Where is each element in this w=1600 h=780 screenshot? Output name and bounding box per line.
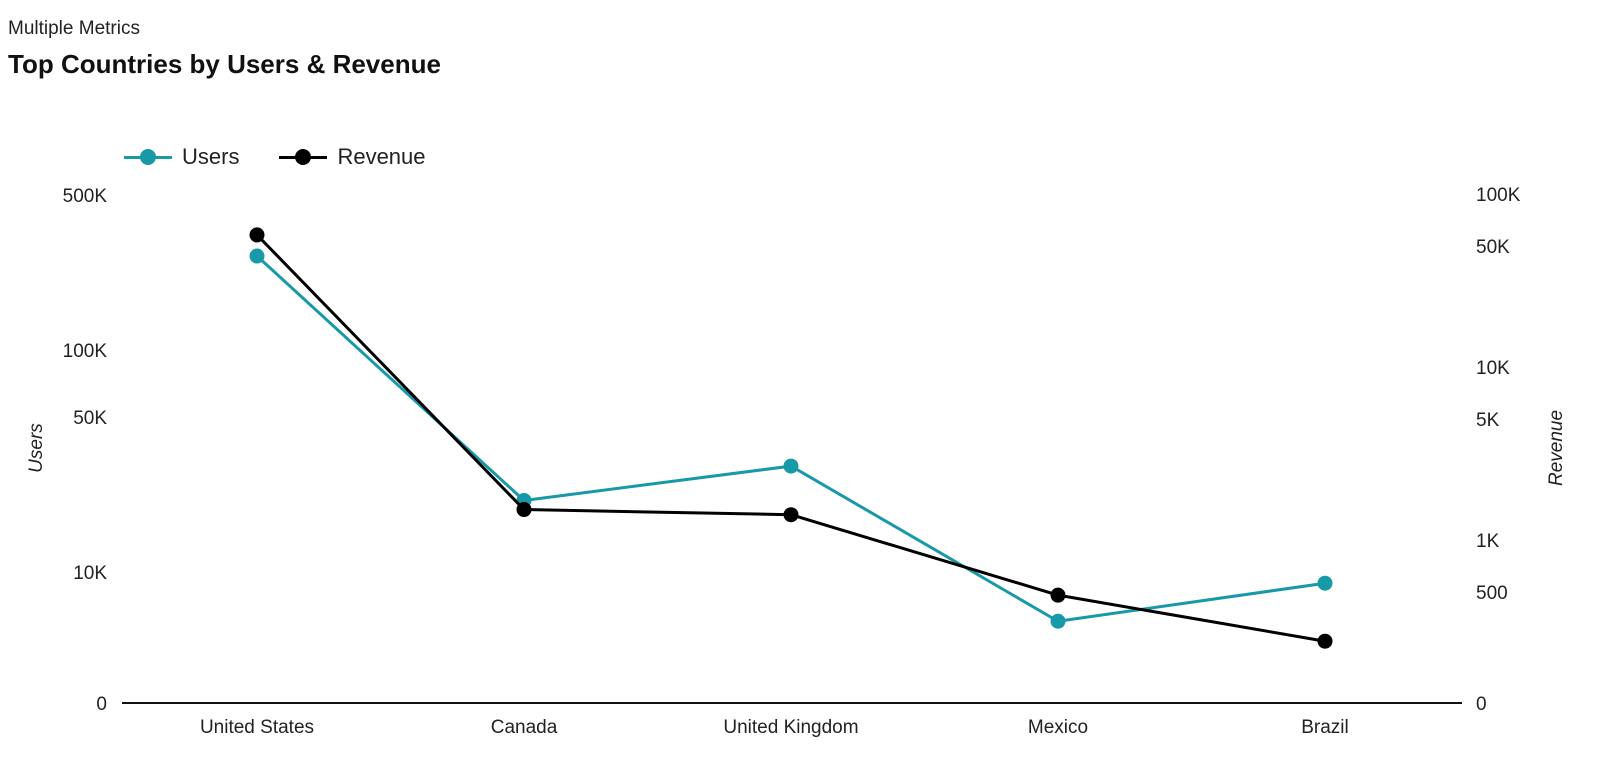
y-right-axis-title: Revenue <box>1546 410 1567 486</box>
series-line-revenue <box>255 233 1326 643</box>
series-line-users <box>255 254 1326 623</box>
legend-swatch-revenue <box>279 147 328 167</box>
data-point-revenue <box>516 502 532 518</box>
legend-label-users: Users <box>182 144 240 169</box>
y-left-tick-label: 50K <box>73 408 107 429</box>
x-tick-label: United Kingdom <box>723 717 858 738</box>
data-point-revenue <box>249 227 265 243</box>
x-tick-label: Brazil <box>1301 717 1349 738</box>
y-left-tick-label: 500K <box>63 186 108 207</box>
y-right-tick-label: 1K <box>1476 531 1500 552</box>
legend-swatch-users <box>124 147 172 167</box>
y-right-tick-label: 100K <box>1476 185 1521 206</box>
y-right-tick-label: 5K <box>1476 410 1500 431</box>
x-tick-label: Canada <box>491 717 558 738</box>
data-point-revenue <box>783 507 799 523</box>
legend-label-revenue: Revenue <box>337 144 426 169</box>
y-left-axis-title: Users <box>26 423 47 473</box>
legend-item-users[interactable]: Users <box>124 144 239 170</box>
y-left-tick-label: 10K <box>73 563 107 584</box>
y-right-tick-label: 10K <box>1476 358 1510 379</box>
data-point-revenue <box>1317 633 1333 649</box>
y-left-tick-label: 100K <box>63 341 108 362</box>
data-point-users <box>1317 575 1333 591</box>
x-tick-label: United States <box>200 717 314 738</box>
y-right-tick-label: 0 <box>1476 694 1487 715</box>
y-right-tick-label: 50K <box>1476 237 1510 258</box>
y-right-tick-label: 500 <box>1476 583 1508 604</box>
chart-title: Top Countries by Users & Revenue <box>8 49 441 79</box>
chart-legend: Users Revenue <box>124 144 426 170</box>
data-point-users <box>249 248 265 264</box>
data-point-users <box>783 458 799 474</box>
x-tick-label: Mexico <box>1028 717 1088 738</box>
chart-subtitle: Multiple Metrics <box>8 18 140 39</box>
y-left-tick-label: 0 <box>96 694 107 715</box>
data-point-users <box>1050 613 1066 629</box>
data-point-revenue <box>1050 587 1066 603</box>
legend-item-revenue[interactable]: Revenue <box>279 144 426 170</box>
